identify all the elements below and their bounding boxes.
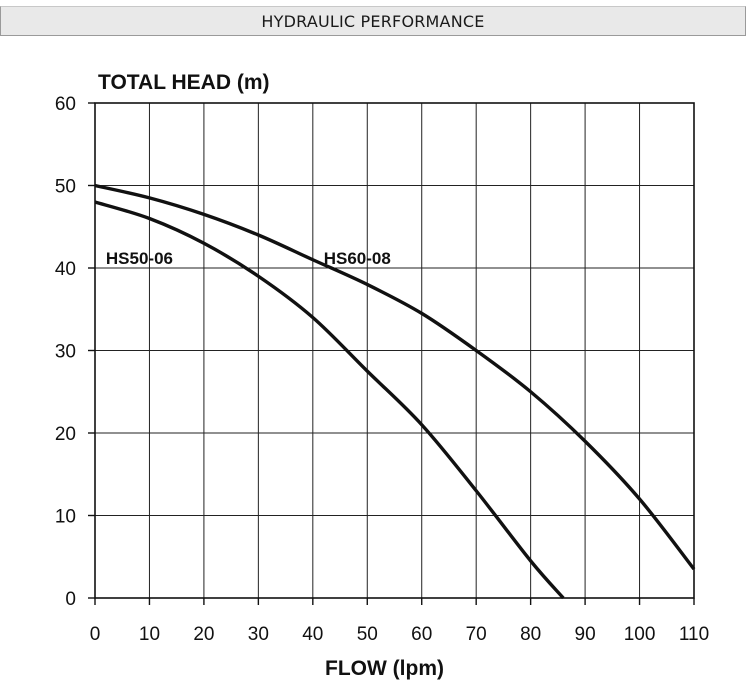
header-bar: HYDRAULIC PERFORMANCE <box>0 6 746 36</box>
grid-lines <box>94 102 695 599</box>
x-tick-label: 50 <box>357 624 378 645</box>
x-tick-label: 90 <box>575 624 596 645</box>
x-tick-label: 0 <box>90 624 101 645</box>
y-tick-label: 60 <box>55 94 76 115</box>
y-tick-label: 20 <box>55 424 76 445</box>
y-tick-label: 0 <box>65 589 76 610</box>
x-tick-label: 80 <box>520 624 541 645</box>
y-tick-label: 50 <box>55 177 76 198</box>
x-tick-label: 10 <box>139 624 160 645</box>
series-curve-hs50-06 <box>94 200 565 600</box>
axis-ticks <box>88 102 695 605</box>
axis-tick-labels: 0 10 20 30 40 50 60 70 80 90 100 110 0 10 20 30 40 50 60 <box>55 94 709 645</box>
x-tick-label: 70 <box>466 624 487 645</box>
series-curves <box>94 183 696 600</box>
y-tick-label: 30 <box>55 342 76 363</box>
series-label: HS50-06 <box>106 249 173 268</box>
series-label: HS60-08 <box>324 249 391 268</box>
y-tick-label: 10 <box>55 507 76 528</box>
x-axis-title: FLOW (lpm) <box>325 657 444 680</box>
x-tick-label: 30 <box>248 624 269 645</box>
y-tick-label: 40 <box>55 259 76 280</box>
x-tick-label: 60 <box>411 624 432 645</box>
x-tick-label: 110 <box>679 624 709 645</box>
x-tick-label: 40 <box>302 624 323 645</box>
x-tick-label: 20 <box>193 624 214 645</box>
series-curve-hs60-08 <box>94 183 696 571</box>
series-labels: HS50-06 HS60-08 <box>106 249 391 268</box>
y-axis-title: TOTAL HEAD (m) <box>98 71 270 94</box>
x-tick-label: 100 <box>624 624 656 645</box>
section-title: HYDRAULIC PERFORMANCE <box>261 11 485 31</box>
